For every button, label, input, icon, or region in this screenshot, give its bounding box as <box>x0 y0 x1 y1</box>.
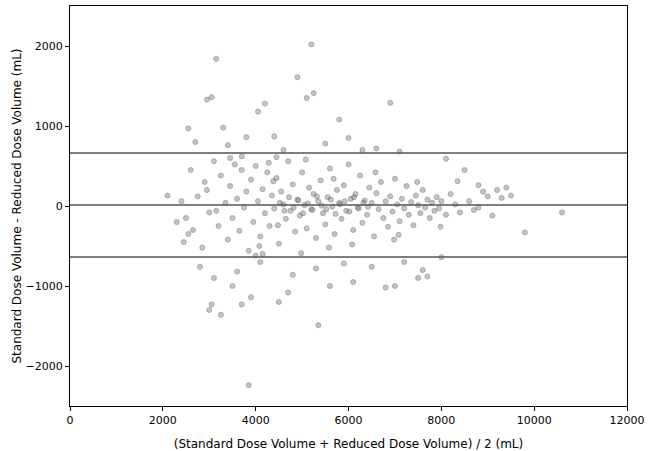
svg-text:6000: 6000 <box>335 414 363 427</box>
svg-text:0: 0 <box>56 200 63 213</box>
svg-text:Standard Dose Volume - Reduced: Standard Dose Volume - Reduced Dose Volu… <box>10 48 24 363</box>
svg-text:12000: 12000 <box>610 414 645 427</box>
svg-text:1000: 1000 <box>35 120 63 133</box>
svg-text:4000: 4000 <box>242 414 270 427</box>
svg-text:−2000: −2000 <box>26 360 63 373</box>
svg-text:10000: 10000 <box>517 414 552 427</box>
svg-text:8000: 8000 <box>427 414 455 427</box>
svg-text:(Standard Dose Volume + Reduce: (Standard Dose Volume + Reduced Dose Vol… <box>174 437 523 451</box>
svg-text:2000: 2000 <box>35 40 63 53</box>
svg-text:−1000: −1000 <box>26 280 63 293</box>
svg-text:2000: 2000 <box>149 414 177 427</box>
svg-text:0: 0 <box>67 414 74 427</box>
